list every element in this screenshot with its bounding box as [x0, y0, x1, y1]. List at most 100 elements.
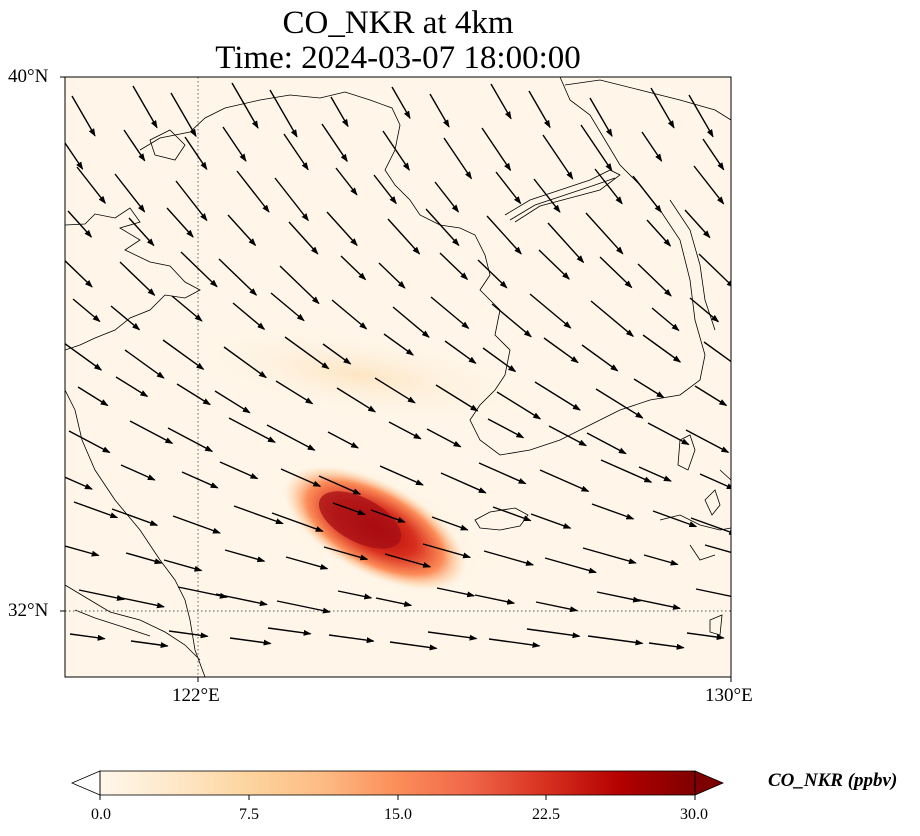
wind-arrow [690, 517, 731, 535]
wind-arrow [219, 461, 259, 480]
jiangsu-coast [65, 389, 206, 677]
iki-island [704, 489, 721, 516]
north-korea-inland [564, 79, 731, 121]
wind-arrow [72, 298, 101, 323]
wind-arrow [704, 544, 731, 554]
wind-arrow [340, 255, 367, 281]
wind-arrow [288, 221, 319, 255]
map-ticks [60, 76, 732, 682]
wind-arrow [373, 174, 397, 205]
wind-arrow [330, 96, 349, 128]
wind-arrow [328, 634, 375, 644]
colorbar-tick-label: 22.5 [532, 806, 560, 823]
wind-arrow [392, 306, 430, 338]
wind-arrow [130, 640, 169, 649]
wind-arrow [71, 95, 96, 137]
wind-arrow [698, 253, 731, 288]
wind-arrow [586, 432, 627, 455]
wind-arrow [643, 554, 679, 566]
wind-arrow [388, 421, 422, 440]
wind-arrow [233, 505, 284, 525]
wind-arrow [171, 295, 203, 322]
wind-arrow [543, 337, 579, 364]
wind-arrow [534, 381, 581, 411]
wind-arrow [685, 429, 730, 454]
wind-arrow [478, 462, 527, 485]
map-title: CO_NKR at 4km [282, 5, 514, 41]
wind-arrow [115, 376, 149, 398]
border-double-line [509, 177, 616, 221]
wind-arrow [214, 390, 251, 414]
colorbar-label: CO_NKR (ppbv) [768, 770, 898, 791]
wind-arrow [391, 86, 411, 120]
colorbar-tick-label: 0.0 [91, 806, 111, 823]
wind-arrow [172, 515, 221, 534]
wind-arrow [229, 637, 272, 646]
wind-arrow [279, 265, 320, 305]
wind-arrow [652, 510, 698, 528]
wind-arrow [637, 263, 672, 297]
wind-arrow [120, 464, 156, 481]
wind-arrow [646, 219, 672, 247]
wind-arrow [67, 210, 93, 238]
wind-arrow [634, 598, 681, 610]
wind-arrow [379, 465, 424, 486]
wind-arrow [332, 502, 366, 516]
wind-arrow [481, 127, 512, 172]
wind-arrow [280, 468, 322, 488]
wind-arrow [111, 508, 159, 526]
wind-arrow [486, 215, 522, 255]
wind-arrow [128, 217, 155, 247]
map-subtitle-time: Time: 2024-03-07 18:00:00 [215, 40, 581, 76]
wind-arrow [132, 85, 158, 129]
wind-arrow [530, 513, 572, 529]
wind-arrow [600, 459, 653, 483]
wind-arrow [184, 136, 208, 171]
wind-arrow [73, 501, 119, 519]
wind-arrow [374, 377, 416, 404]
colorbar-tick-label: 30.0 [680, 806, 708, 823]
wind-arrow [595, 388, 644, 419]
wind-arrow [529, 293, 572, 329]
wind-arrow [638, 466, 672, 482]
wind-arrow [271, 512, 324, 532]
wind-arrow [370, 509, 406, 523]
wind-arrow [336, 387, 377, 413]
wind-arrow [483, 550, 535, 566]
wind-arrow [695, 588, 731, 598]
wind-arrow [542, 134, 574, 180]
wind-arrow [274, 177, 309, 222]
wind-arrow [642, 334, 682, 363]
wind-arrow [647, 422, 690, 446]
yangtze-estuary [65, 584, 201, 661]
wind-arrow [587, 635, 644, 646]
wind-arrow [490, 83, 512, 120]
wind-arrow [232, 302, 266, 330]
wind-arrow [68, 430, 111, 454]
wind-arrow [425, 208, 460, 247]
wind-arrow [318, 475, 362, 495]
wind-arrow [65, 259, 93, 288]
wind-arrow [224, 549, 266, 563]
wind-arrow [270, 292, 305, 322]
wind-arrow [435, 384, 479, 412]
wind-arrow [686, 632, 725, 641]
wind-arrow [322, 343, 352, 365]
map-frame [64, 76, 732, 678]
wind-arrow [383, 333, 415, 356]
wind-arrow [491, 303, 532, 338]
liaodong-inlet [149, 129, 186, 161]
wind-arrow [528, 90, 551, 129]
wind-arrow [223, 346, 267, 379]
wind-arrow [703, 341, 731, 363]
wind-arrow [65, 141, 84, 170]
lon-tick-label: 122°E [172, 685, 220, 706]
wind-arrow [180, 251, 218, 288]
wind-arrow [434, 181, 460, 213]
wind-arrow [641, 131, 663, 162]
map-plot-area [65, 77, 731, 677]
wind-arrow [440, 472, 487, 494]
wind-arrow [78, 589, 125, 601]
wind-arrow [526, 628, 581, 639]
wind-arrow [581, 344, 619, 372]
